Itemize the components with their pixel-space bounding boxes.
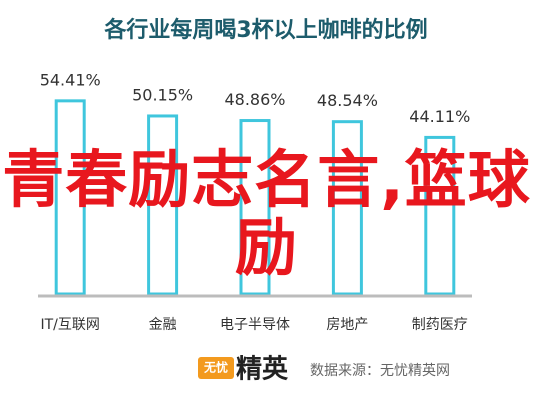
bar: [147, 114, 179, 296]
value-label: 48.86%: [224, 90, 285, 109]
bar: [54, 99, 86, 296]
value-label: 50.15%: [132, 85, 193, 104]
x-tick-label: 房地产: [326, 317, 368, 333]
value-label: 54.41%: [40, 70, 101, 89]
value-label: 44.11%: [409, 107, 470, 126]
x-tick-label: IT/互联网: [40, 317, 99, 333]
bar: [424, 135, 456, 296]
source: 数据来源：无忧精英网: [310, 362, 450, 379]
chart-title: 各行业每周喝3杯以上咖啡的比例: [103, 17, 427, 43]
bar: [239, 119, 271, 296]
annotation: 青春励志名言,篮球励: [2, 143, 531, 284]
x-tick-label: 金融: [149, 317, 177, 333]
x-tick-label: 制药医疗: [412, 317, 468, 333]
logo-mark: 无忧: [203, 360, 228, 375]
x-tick-label: 电子半导体: [220, 317, 290, 333]
bar: [331, 120, 363, 296]
logo-box: [198, 357, 234, 379]
logo-text: 精英: [236, 355, 289, 385]
value-label: 48.54%: [317, 91, 378, 110]
